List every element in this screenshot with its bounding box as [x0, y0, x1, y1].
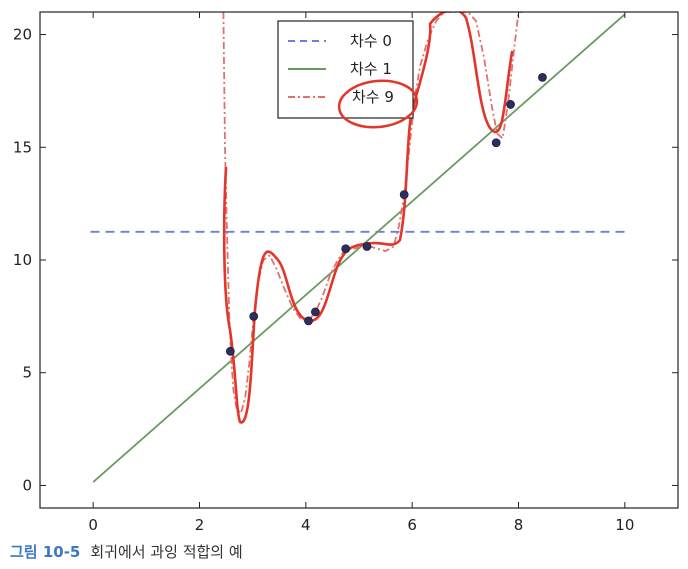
y-tick-label: 20: [13, 26, 32, 44]
handwritten-circle: [337, 79, 419, 129]
data-point: [311, 307, 320, 317]
data-point: [249, 311, 259, 321]
legend: 차수 0 차수 1 차수 9: [277, 20, 419, 129]
x-tick-label: 2: [195, 516, 205, 534]
figure-label: 그림 10-5: [10, 543, 81, 561]
series-line-degree-1: [92, 13, 626, 483]
figure-caption-text: 회귀에서 과잉 적합의 예: [90, 543, 243, 561]
x-tick-label: 4: [301, 516, 311, 534]
x-tick-label: 6: [407, 516, 417, 534]
chart: 0 2 4 6 8 10 0 5 10 15 20 차수 0 차수 1 차수 9: [13, 11, 679, 534]
legend-label-degree-1: 차수 1: [350, 60, 392, 78]
data-point: [399, 190, 409, 200]
y-tick-label: 15: [13, 138, 32, 156]
x-tick-label: 8: [514, 516, 524, 534]
legend-label-degree-0: 차수 0: [350, 32, 392, 50]
data-point: [304, 316, 313, 326]
handwritten-annotation: [222, 12, 514, 424]
x-tick-label: 0: [88, 516, 98, 534]
y-tick-label: 0: [22, 476, 32, 494]
data-point: [491, 138, 501, 148]
handwritten-curve-trace: [222, 12, 514, 424]
data-point: [341, 244, 351, 254]
data-point: [506, 100, 515, 109]
y-tick-label: 10: [13, 251, 32, 269]
legend-label-degree-9: 차수 9: [352, 88, 394, 106]
data-point: [538, 72, 547, 82]
x-tick-label: 10: [615, 516, 634, 534]
data-point: [225, 346, 235, 356]
data-point: [362, 242, 372, 251]
y-tick-label: 5: [22, 364, 32, 382]
figure-caption: 그림 10-5 회귀에서 과잉 적합의 예: [10, 541, 243, 562]
series-line-degree-9: [222, 12, 523, 416]
